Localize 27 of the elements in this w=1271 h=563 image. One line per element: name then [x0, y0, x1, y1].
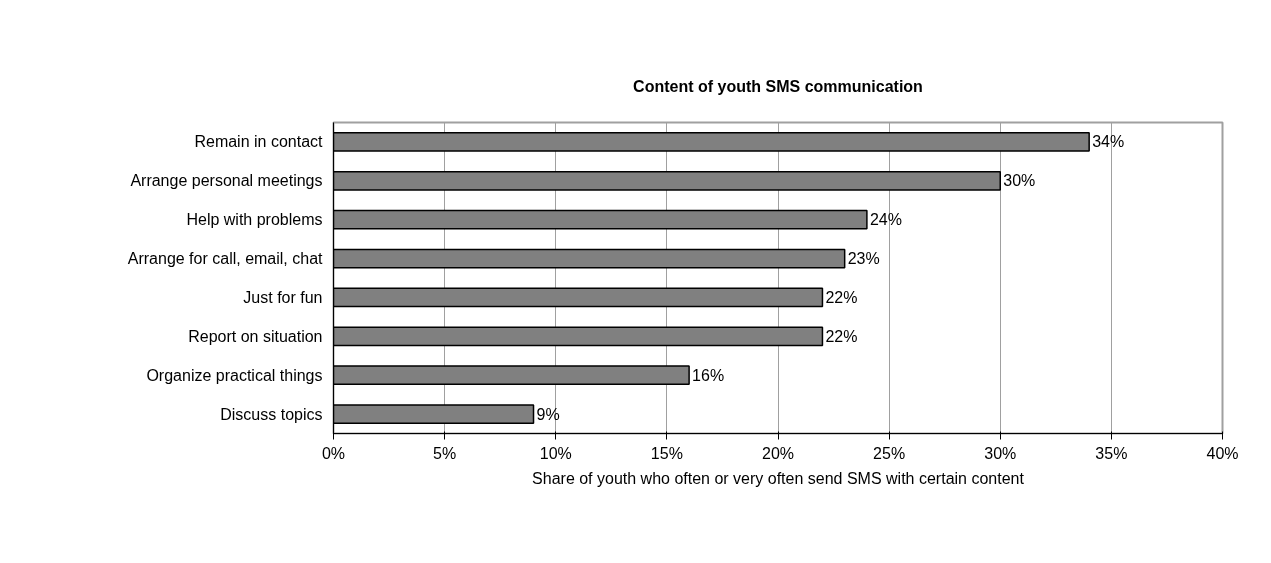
- x-tick-label: 10%: [539, 444, 572, 462]
- y-tick-label: Report on situation: [188, 327, 323, 345]
- y-tick-label: Help with problems: [186, 211, 323, 229]
- x-tick-label: 5%: [433, 444, 457, 462]
- x-tick-label: 15%: [650, 444, 683, 462]
- x-tick-label: 25%: [873, 444, 906, 462]
- data-label: 22%: [825, 327, 858, 345]
- x-tick-label: 20%: [761, 444, 795, 462]
- data-label: 24%: [869, 211, 902, 229]
- x-tick-label: 40%: [1206, 444, 1239, 462]
- x-tick-label: 0%: [321, 444, 346, 462]
- x-tick-label: 35%: [1095, 444, 1128, 462]
- y-tick-label: Arrange for call, email, chat: [127, 250, 324, 268]
- x-axis-title: Share of youth who often or very often send SMS with certain content: [532, 469, 1025, 487]
- y-tick-label: Organize practical things: [146, 366, 323, 384]
- data-label: 16%: [692, 366, 725, 384]
- chart-title: Content of youth SMS communication: [633, 78, 923, 95]
- data-label: 9%: [536, 405, 560, 423]
- data-label: 22%: [825, 288, 858, 306]
- y-tick-label: Discuss topics: [220, 405, 323, 423]
- y-tick-label: Arrange personal meetings: [130, 172, 323, 190]
- data-label: 30%: [1003, 172, 1036, 190]
- y-tick-label: Just for fun: [243, 288, 323, 306]
- x-tick-label: 30%: [984, 444, 1017, 462]
- y-tick-label: Remain in contact: [194, 133, 324, 151]
- data-label: 34%: [1092, 133, 1125, 151]
- data-label: 23%: [847, 250, 880, 268]
